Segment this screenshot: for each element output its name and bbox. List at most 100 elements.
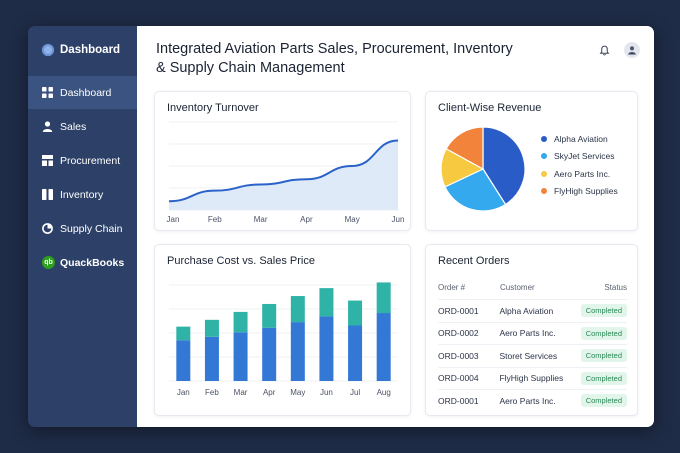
- top-icons: [596, 42, 640, 58]
- bar-segment-top: [233, 311, 248, 333]
- bar-segment-bottom: [319, 316, 334, 381]
- area-fill: [169, 140, 398, 210]
- header-customer: Customer: [500, 283, 535, 292]
- bar-segment-bottom: [233, 332, 248, 381]
- page-title-line-2: & Supply Chain Management: [156, 60, 345, 76]
- header-order-id: Order #: [438, 283, 466, 292]
- series-line: [168, 139, 399, 203]
- order-id: ORD-0003: [438, 350, 479, 361]
- sidebar-item-supply-chain[interactable]: Supply Chain: [28, 212, 137, 245]
- page-title-line-1: Integrated Aviation Parts Sales, Procure…: [156, 41, 513, 57]
- sidebar-item-label: Sales: [60, 120, 87, 133]
- app-window: Dashboard Dashboard Sales Procurement In…: [28, 26, 654, 427]
- orders-table-header: Order # Customer Status: [438, 283, 627, 292]
- card-title: Recent Orders: [438, 255, 510, 267]
- sidebar-item-sales[interactable]: Sales: [28, 110, 137, 143]
- table-row[interactable]: ORD-0001 Aero Parts Inc. Completed: [438, 389, 627, 412]
- sidebar-item-quickbooks[interactable]: qb QuackBooks: [28, 246, 137, 279]
- legend-label: FlyHigh Supplies: [554, 186, 618, 197]
- card-title: Inventory Turnover: [167, 102, 259, 114]
- sidebar-item-inventory[interactable]: Inventory: [28, 178, 137, 211]
- x-tick-label: Mar: [234, 388, 248, 397]
- order-customer: Alpha Aviation: [499, 305, 554, 316]
- pie-slice: [444, 168, 507, 212]
- purchase-vs-sales-card: Purchase Cost vs. Sales Price Jan Feb Mar A…: [154, 244, 411, 416]
- table-row[interactable]: ORD-0002 Aero Parts Inc. Completed: [438, 321, 627, 345]
- legend-label: SkyJet Services: [554, 151, 615, 162]
- bar-segment-bottom: [204, 336, 219, 381]
- bar-segment-top: [176, 326, 191, 341]
- sidebar: Dashboard Dashboard Sales Procurement In…: [28, 26, 137, 427]
- sidebar-item-label: Inventory: [60, 188, 104, 201]
- sidebar-item-dashboard[interactable]: Dashboard: [28, 76, 137, 109]
- order-id: ORD-0001: [438, 395, 479, 406]
- legend-label: Aero Parts Inc.: [554, 168, 611, 179]
- legend-swatch: [541, 153, 547, 160]
- main-content: Integrated Aviation Parts Sales, Procure…: [137, 26, 654, 427]
- brand[interactable]: Dashboard: [28, 40, 137, 60]
- grid-icon: [42, 87, 53, 98]
- bar-segment-bottom: [348, 325, 363, 381]
- order-customer: Aero Parts Inc.: [499, 395, 556, 406]
- status-badge: Completed: [580, 371, 627, 385]
- recent-orders-card: Recent Orders Order # Customer Status OR…: [425, 244, 638, 416]
- order-id: ORD-0001: [438, 305, 479, 316]
- bar-segment-bottom: [176, 340, 191, 381]
- legend-item: SkyJet Services: [541, 148, 618, 166]
- order-id: ORD-0004: [438, 373, 479, 384]
- table-row[interactable]: ORD-0003 Storet Services Completed: [438, 344, 627, 367]
- x-tick-label: Jun: [392, 215, 405, 224]
- client-revenue-card: Client-Wise Revenue Alpha Aviation SkyJet…: [425, 91, 638, 231]
- x-tick-label: Jan: [167, 215, 180, 224]
- supply-chain-icon: [42, 223, 53, 234]
- purchase-vs-sales-chart: Jan Feb Mar Apr May Jun Jul Aug: [169, 282, 398, 397]
- legend-swatch: [541, 135, 547, 142]
- logo-icon: [42, 44, 54, 56]
- status-badge: Completed: [580, 349, 627, 363]
- sidebar-item-procurement[interactable]: Procurement: [28, 144, 137, 177]
- bar-segment-top: [262, 303, 277, 328]
- inventory-icon: [42, 189, 53, 200]
- quickbooks-logo-icon: qb: [42, 256, 55, 269]
- status-badge: Completed: [580, 304, 627, 318]
- x-tick-label: Apr: [263, 388, 276, 397]
- x-tick-label: Apr: [300, 215, 313, 224]
- legend-swatch: [541, 170, 547, 177]
- x-tick-label: May: [345, 215, 360, 224]
- x-tick-label: Feb: [208, 215, 222, 224]
- bar-segment-top: [204, 319, 219, 337]
- card-title: Client-Wise Revenue: [438, 102, 542, 114]
- x-tick-label: Jun: [320, 388, 333, 397]
- sidebar-item-label: Dashboard: [60, 86, 112, 99]
- page-title: Integrated Aviation Parts Sales, Procure…: [156, 40, 556, 78]
- inventory-turnover-chart: Jan Feb Mar Apr May Jun: [167, 121, 405, 224]
- bar-segment-top: [290, 296, 305, 323]
- bar-segment-bottom: [376, 313, 391, 381]
- order-customer: Aero Parts Inc.: [499, 328, 556, 339]
- x-tick-label: Mar: [254, 215, 268, 224]
- bar-segment-top: [348, 300, 363, 326]
- bar-segment-bottom: [262, 327, 277, 381]
- client-revenue-pie: [440, 126, 526, 212]
- order-customer: FlyHigh Supplies: [499, 373, 564, 384]
- x-tick-label: May: [290, 388, 305, 397]
- x-tick-label: Feb: [205, 388, 219, 397]
- user-icon: [42, 121, 53, 132]
- pie-slice: [445, 126, 484, 171]
- bar-segment-top: [376, 282, 391, 314]
- procurement-icon: [42, 155, 53, 166]
- header-status: Status: [604, 283, 627, 292]
- table-row[interactable]: ORD-0004 FlyHigh Supplies Completed: [438, 366, 627, 390]
- status-badge: Completed: [580, 394, 627, 408]
- x-tick-label: Aug: [377, 388, 391, 397]
- order-customer: Storet Services: [499, 350, 558, 361]
- pie-legend: Alpha Aviation SkyJet Services Aero Parts …: [541, 130, 618, 200]
- table-row[interactable]: ORD-0001 Alpha Aviation Completed: [438, 299, 627, 322]
- brand-label: Dashboard: [60, 44, 121, 56]
- user-avatar-icon[interactable]: [624, 42, 640, 58]
- order-id: ORD-0002: [438, 328, 479, 339]
- inventory-turnover-card: Inventory Turnover Jan Feb Mar Apr May Jun: [154, 91, 411, 231]
- legend-item: FlyHigh Supplies: [541, 183, 618, 201]
- legend-item: Aero Parts Inc.: [541, 165, 618, 183]
- bell-icon[interactable]: [596, 42, 612, 58]
